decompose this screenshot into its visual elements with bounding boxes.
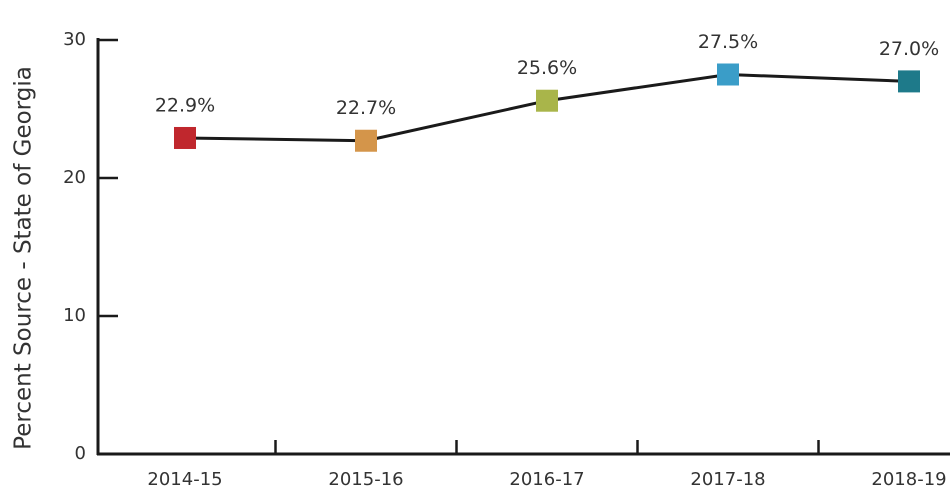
marker [174, 126, 196, 149]
y-tick-label: 20 [63, 167, 86, 188]
data-label: 22.9% [155, 94, 215, 116]
x-tick-label: 2015-16 [328, 469, 403, 490]
marker [536, 89, 558, 112]
marker [717, 63, 739, 86]
data-label: 27.0% [879, 38, 939, 60]
marker [898, 70, 920, 93]
y-tick-label: 10 [63, 305, 86, 326]
x-tick-label: 2014-15 [147, 469, 222, 490]
y-tick-label: 0 [75, 443, 86, 464]
x-tick-label: 2016-17 [509, 469, 584, 490]
y-axis-label: Percent Source - State of Georgia [11, 66, 37, 450]
data-label: 27.5% [698, 31, 758, 53]
x-tick-label: 2018-19 [871, 469, 946, 490]
marker [355, 129, 377, 152]
data-label: 22.7% [336, 97, 396, 119]
x-tick-label: 2017-18 [690, 469, 765, 490]
y-tick-label: 30 [63, 29, 86, 50]
data-label: 25.6% [517, 57, 577, 79]
